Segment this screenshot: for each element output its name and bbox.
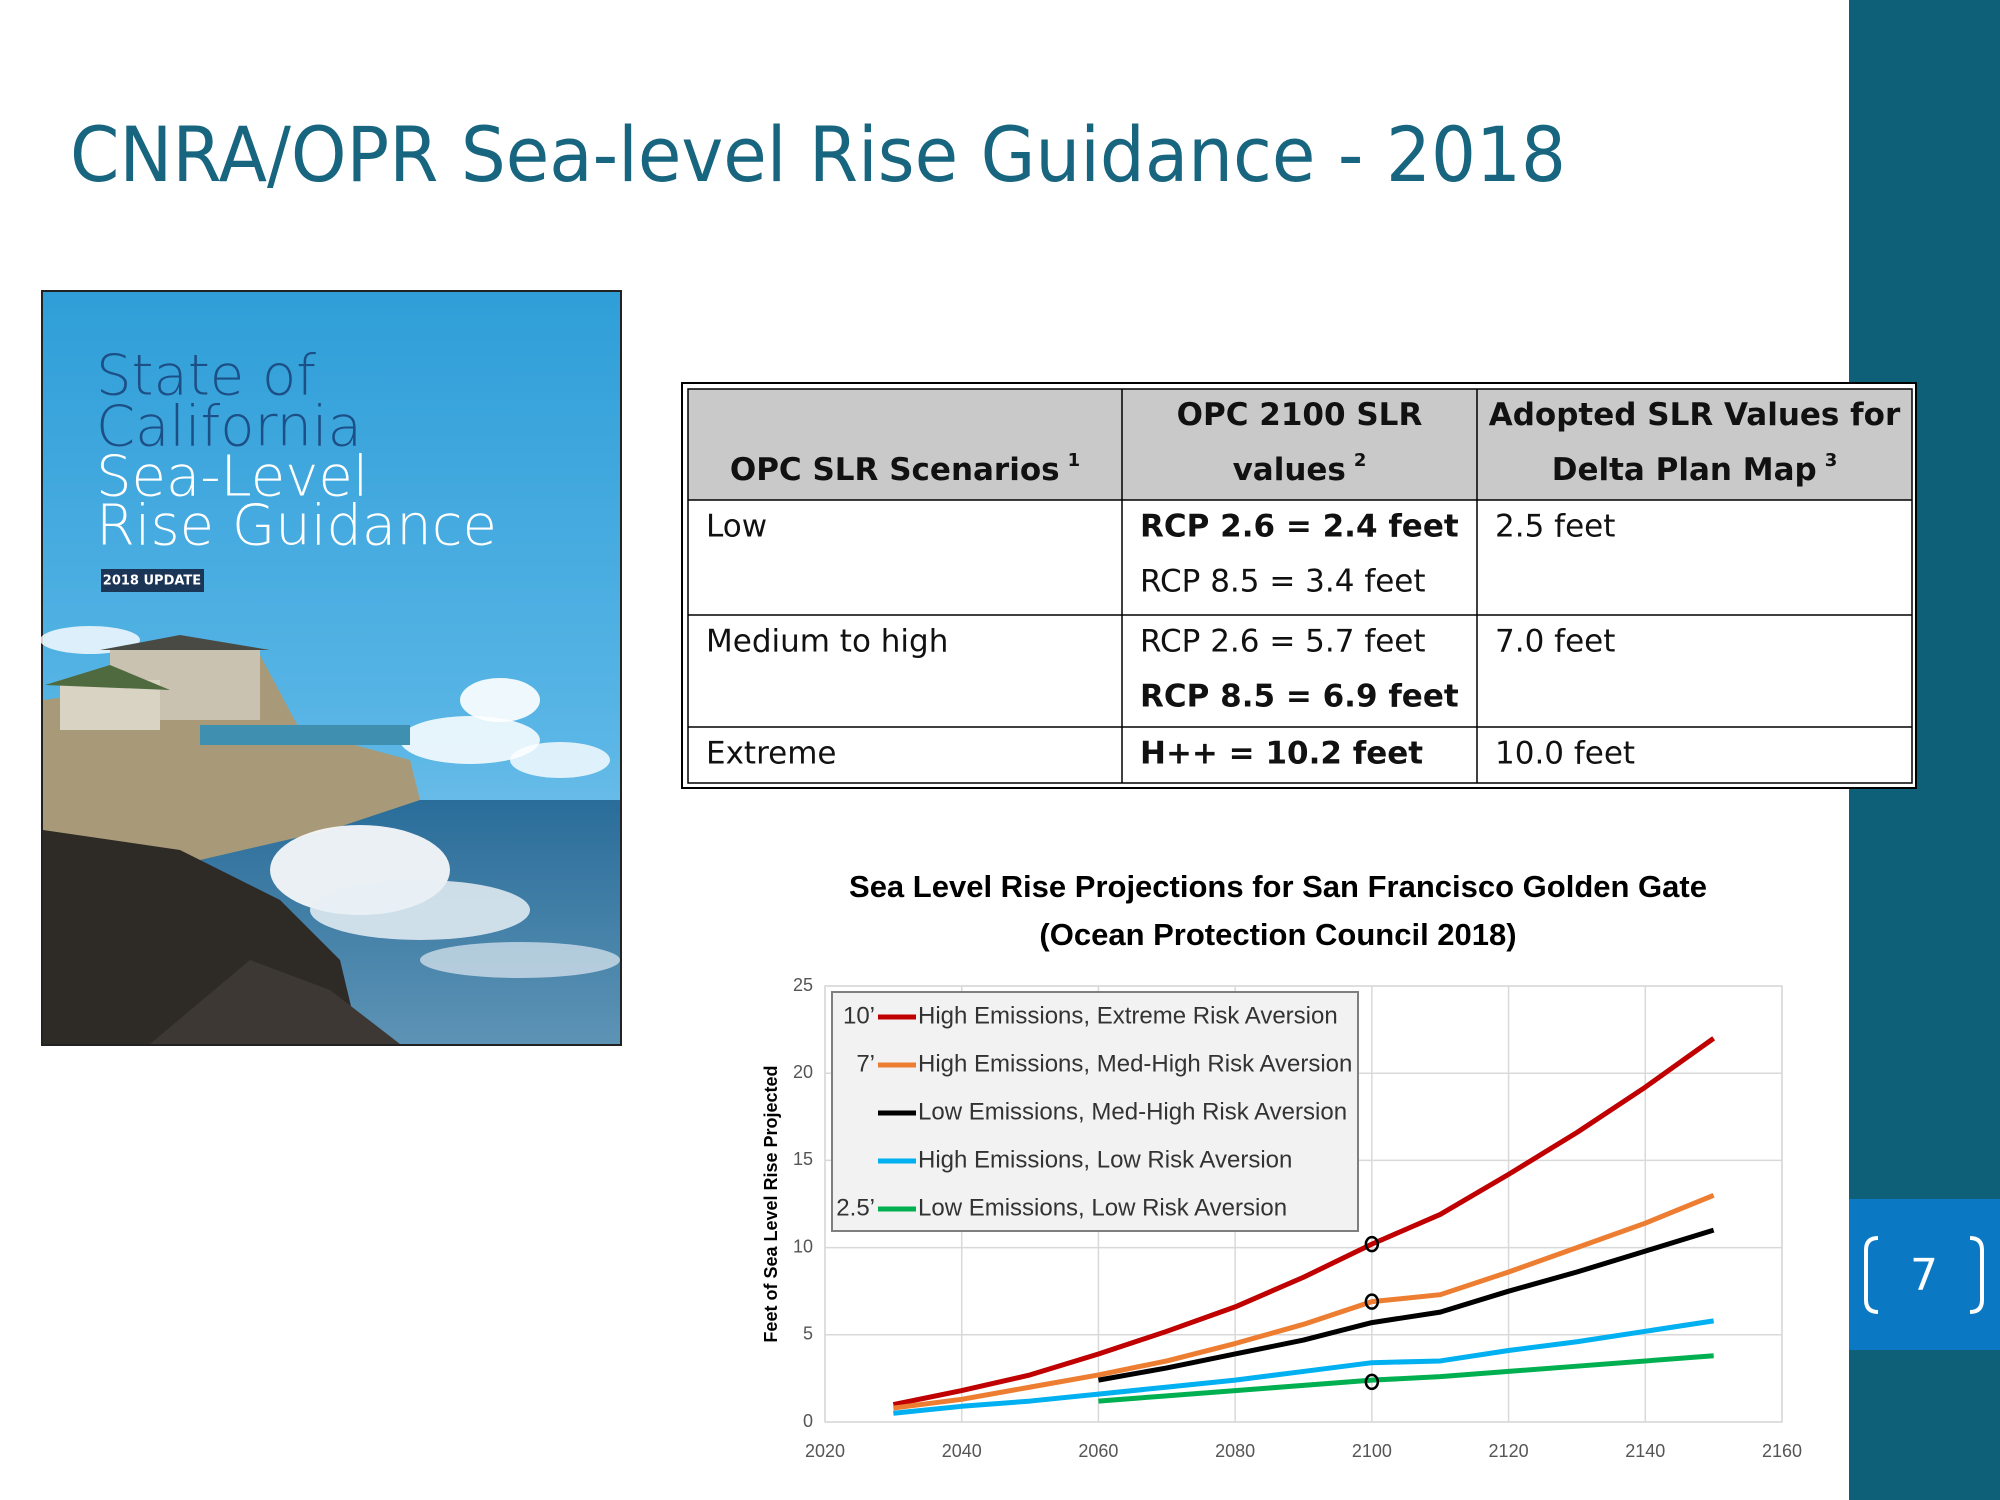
table-cell: H++ = 10.2 feet	[1140, 736, 1423, 772]
table-cell: RCP 2.6 = 5.7 feet	[1140, 624, 1426, 660]
legend-label: High Emissions, Low Risk Aversion	[918, 1146, 1292, 1173]
table-cell: Low	[706, 509, 767, 545]
cover-title-line: Rise Guidance	[96, 493, 497, 558]
page-number: 7	[1910, 1250, 1938, 1301]
table-cell: RCP 8.5 = 6.9 feet	[1140, 679, 1459, 715]
legend-annotation: 2.5’	[836, 1194, 875, 1221]
table-cell: 10.0 feet	[1495, 736, 1635, 772]
y-tick-label: 0	[803, 1411, 813, 1431]
series-line	[893, 1192, 1715, 1411]
x-tick-label: 2140	[1625, 1441, 1665, 1461]
x-tick-label: 2060	[1078, 1441, 1118, 1461]
table-header-text: OPC SLR Scenarios	[730, 452, 1060, 488]
series-line	[893, 1318, 1715, 1416]
legend-annotation: 10’	[843, 1002, 875, 1029]
table-cell: RCP 2.6 = 2.4 feet	[1140, 509, 1459, 545]
chart-subtitle: (Ocean Protection Council 2018)	[1039, 917, 1516, 952]
series-line	[1097, 1227, 1715, 1383]
y-tick-label: 10	[793, 1236, 813, 1256]
table-header-note: 1	[1068, 450, 1081, 471]
y-axis-label: Feet of Sea Level Rise Projected	[761, 1065, 781, 1342]
y-tick-label: 15	[793, 1149, 813, 1169]
x-tick-label: 2100	[1352, 1441, 1392, 1461]
x-tick-label: 2160	[1762, 1441, 1802, 1461]
y-tick-label: 25	[793, 975, 813, 995]
slide-title: CNRA/OPR Sea-level Rise Guidance - 2018	[70, 110, 1566, 199]
y-tick-label: 20	[793, 1062, 813, 1082]
cover-title-line: California	[96, 394, 362, 459]
table-header: Adopted SLR Values for	[1489, 397, 1901, 433]
legend-label: High Emissions, Extreme Risk Aversion	[918, 1002, 1338, 1029]
legend-label: Low Emissions, Low Risk Aversion	[918, 1194, 1287, 1221]
cover-image	[40, 290, 622, 1046]
highlight-circle	[1364, 1373, 1380, 1391]
highlight-circle	[1364, 1235, 1380, 1253]
series-line	[892, 1036, 1716, 1408]
chart-title: Sea Level Rise Projections for San Franc…	[849, 869, 1707, 904]
table-header-text: values	[1233, 452, 1346, 488]
highlight-circle	[1364, 1293, 1380, 1310]
table-header-text: Adopted SLR Values for	[1489, 397, 1901, 433]
table-header: OPC SLR Scenarios 1	[730, 450, 1080, 488]
table-header-text: OPC 2100 SLR	[1177, 397, 1423, 433]
table-frame	[681, 382, 1917, 789]
legend-label: Low Emissions, Med-High Risk Aversion	[918, 1098, 1347, 1125]
x-tick-label: 2120	[1489, 1441, 1529, 1461]
cover-title-line: State of	[96, 343, 316, 408]
table-cell: RCP 8.5 = 3.4 feet	[1140, 564, 1426, 600]
table-header: values 2	[1233, 450, 1367, 488]
x-tick-label: 2040	[942, 1441, 982, 1461]
table-header-text: Delta Plan Map	[1552, 452, 1817, 488]
x-tick-label: 2020	[805, 1441, 845, 1461]
table-header-note: 3	[1825, 450, 1838, 471]
table-header: Delta Plan Map 3	[1552, 450, 1838, 488]
table-cell: Extreme	[706, 736, 837, 772]
page-number-brackets	[1864, 1236, 1984, 1314]
y-tick-label: 5	[803, 1324, 813, 1344]
table-cell: 7.0 feet	[1495, 624, 1615, 660]
table-cell: 2.5 feet	[1495, 509, 1615, 545]
cover-badge: 2018 UPDATE	[103, 574, 201, 589]
legend-annotation: 7’	[856, 1050, 875, 1077]
table-cell: Medium to high	[706, 624, 948, 660]
page-number-box	[1849, 1199, 2000, 1350]
table-header: OPC 2100 SLR	[1177, 397, 1423, 433]
table-header-note: 2	[1354, 450, 1367, 471]
legend-box	[831, 991, 1359, 1232]
series-line	[1098, 1353, 1714, 1404]
legend-label: High Emissions, Med-High Risk Aversion	[918, 1050, 1352, 1077]
cover-title-line: Sea-Level	[96, 444, 368, 509]
x-tick-label: 2080	[1215, 1441, 1255, 1461]
